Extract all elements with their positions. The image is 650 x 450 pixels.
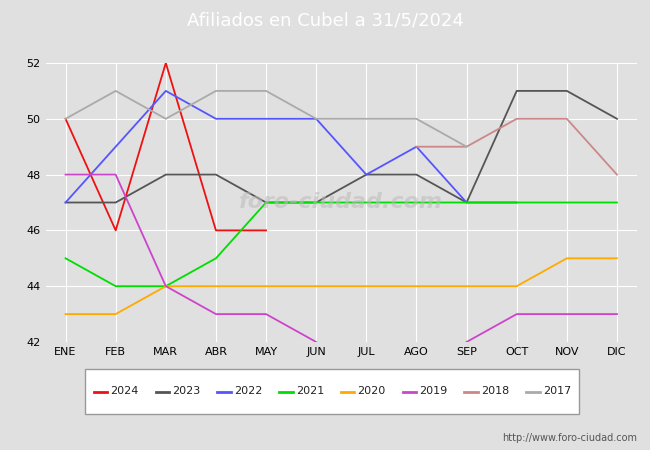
FancyBboxPatch shape (84, 369, 578, 414)
Text: 2018: 2018 (481, 387, 509, 396)
Text: 2023: 2023 (172, 387, 200, 396)
Text: 2020: 2020 (358, 387, 385, 396)
Text: foro-ciudad.com: foro-ciudad.com (239, 193, 443, 212)
Text: 2019: 2019 (419, 387, 447, 396)
Text: http://www.foro-ciudad.com: http://www.foro-ciudad.com (502, 433, 637, 443)
Text: Afiliados en Cubel a 31/5/2024: Afiliados en Cubel a 31/5/2024 (187, 11, 463, 29)
Text: 2022: 2022 (234, 387, 263, 396)
Text: 2024: 2024 (111, 387, 139, 396)
Text: 2017: 2017 (543, 387, 571, 396)
Text: 2021: 2021 (296, 387, 324, 396)
